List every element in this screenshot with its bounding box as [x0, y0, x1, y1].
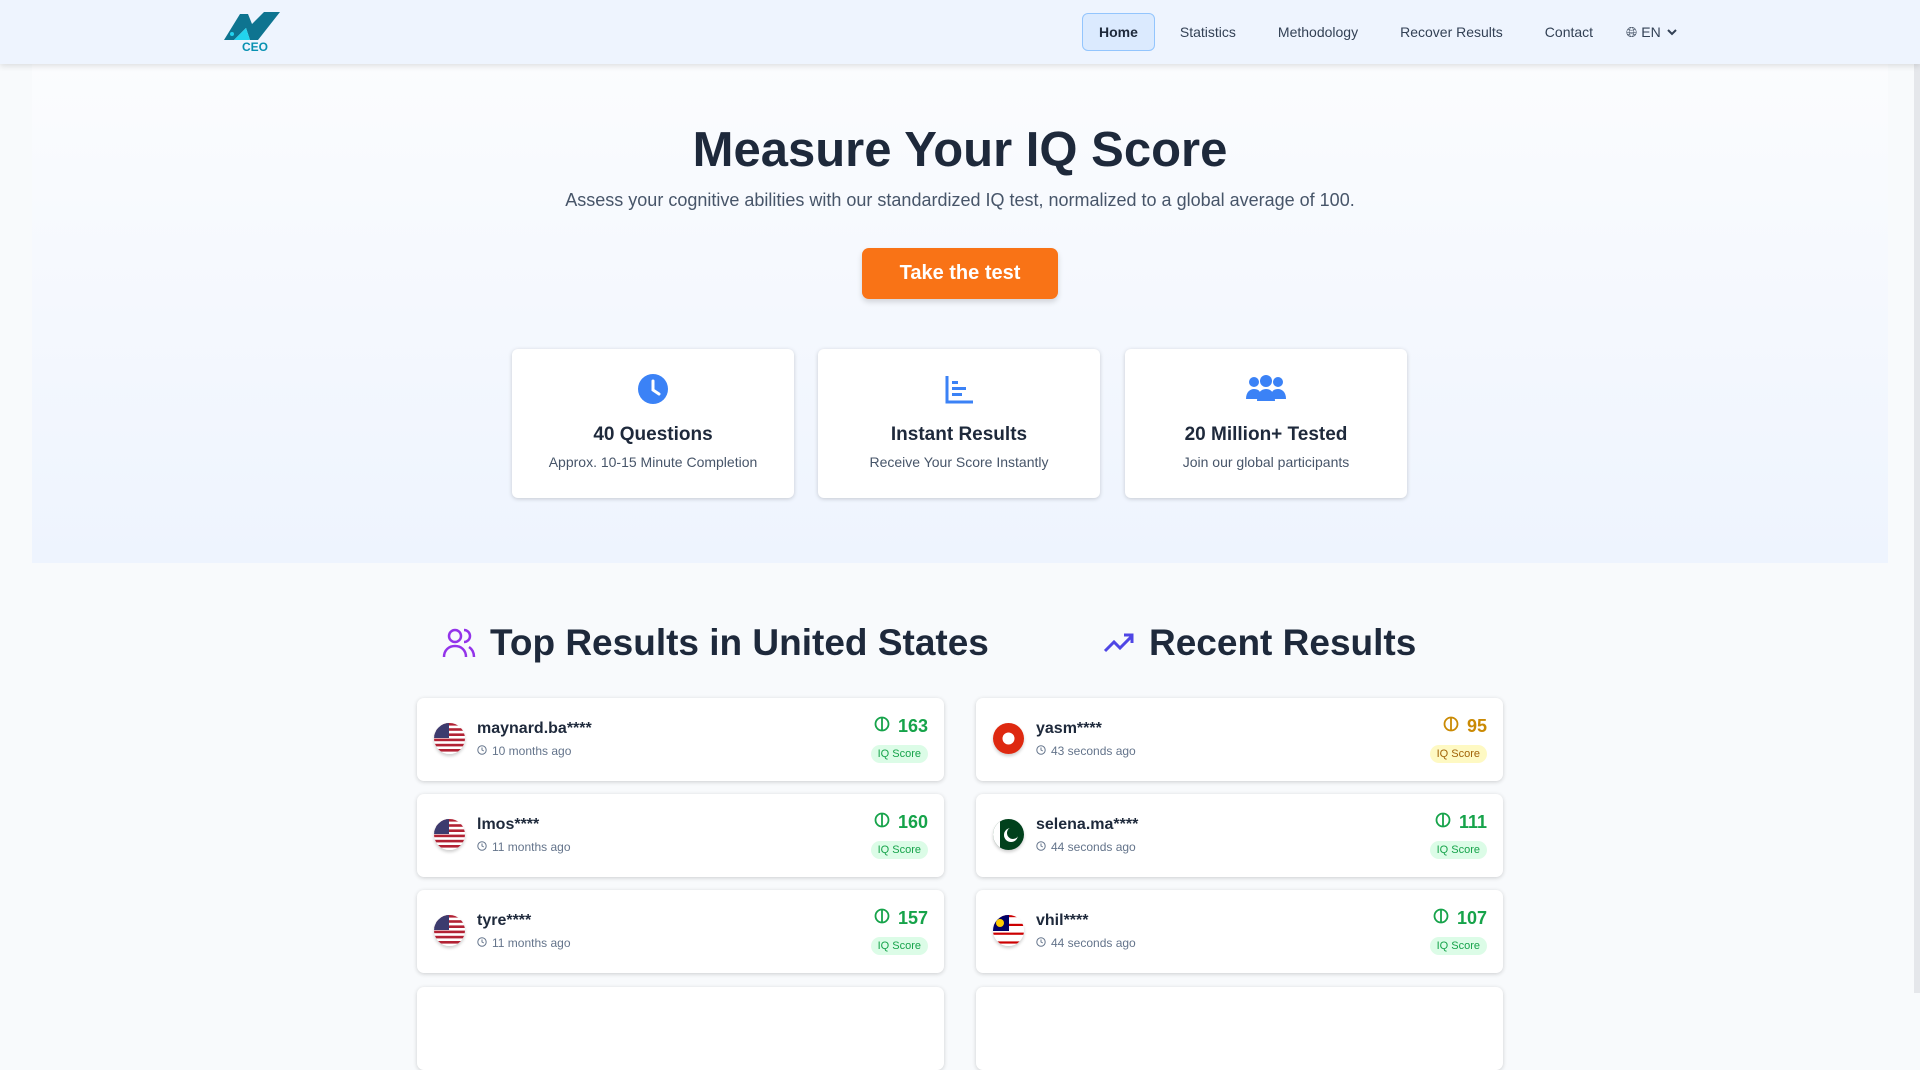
score-value: 160: [897, 812, 928, 832]
timestamp: 43 seconds ago: [1036, 744, 1136, 758]
trending-up-icon: [1103, 633, 1134, 653]
clock-icon: [477, 840, 487, 854]
iq-score-badge: IQ Score: [1429, 937, 1487, 955]
time-text: 10 months ago: [492, 744, 572, 758]
feature-title: Instant Results: [890, 424, 1028, 445]
timestamp: 44 seconds ago: [1036, 840, 1136, 854]
username: lmos****: [477, 816, 540, 833]
timestamp: 10 months ago: [477, 744, 571, 758]
nav-methodology[interactable]: Methodology: [1277, 24, 1359, 40]
result-card[interactable]: tyre**** 11 months ago 157 IQ Score: [417, 890, 944, 973]
time-text: 11 months ago: [492, 840, 571, 854]
result-card[interactable]: lmos**** 11 months ago 160 IQ Score: [417, 794, 944, 877]
scrollbar[interactable]: [1914, 0, 1920, 993]
iq-icon: [1433, 908, 1449, 929]
nav-contact[interactable]: Contact: [1544, 24, 1594, 40]
feature-card: 40 Questions Approx. 10-15 Minute Comple…: [512, 349, 794, 498]
iq-icon: [1435, 812, 1451, 833]
section-title: Recent Results: [1149, 622, 1417, 663]
score-value: 111: [1458, 812, 1487, 832]
score-value: 157: [897, 908, 928, 928]
language-selector[interactable]: 🌐︎ EN: [1618, 14, 1687, 51]
navbar: CEO Home Statistics Methodology Recover …: [0, 0, 1920, 64]
score-value: 95: [1466, 716, 1487, 736]
flag-icon-us: [434, 819, 465, 850]
time-text: 11 months ago: [492, 936, 571, 950]
result-card[interactable]: [417, 987, 944, 1070]
logo-text: CEO: [242, 40, 269, 54]
flag-icon-hk: [993, 723, 1024, 754]
take-test-button[interactable]: Take the test: [862, 248, 1058, 299]
nav-home[interactable]: Home: [1082, 13, 1155, 51]
clock-icon: [1036, 840, 1046, 854]
time-text: 44 seconds ago: [1051, 936, 1136, 950]
iq-score-badge: IQ Score: [1429, 745, 1487, 763]
result-card[interactable]: [976, 987, 1503, 1070]
result-card[interactable]: yasm**** 43 seconds ago 95 IQ Score: [976, 698, 1503, 781]
users-outline-icon: [442, 628, 476, 658]
top-results-heading: Top Results in United States: [442, 622, 989, 664]
iq-score-badge: IQ Score: [870, 745, 928, 763]
result-card[interactable]: vhil**** 44 seconds ago 107 IQ Score: [976, 890, 1503, 973]
iq-icon: [874, 908, 890, 929]
iq-score: 163: [874, 716, 928, 737]
nav-recover-results[interactable]: Recover Results: [1400, 24, 1503, 40]
clock-icon: [477, 744, 487, 758]
score-value: 163: [897, 716, 928, 736]
users-icon: [1246, 375, 1286, 401]
language-label: EN: [1641, 24, 1661, 40]
iq-icon: [874, 812, 890, 833]
flag-icon-us: [434, 723, 465, 754]
iq-score: 157: [874, 908, 928, 929]
iq-score: 95: [1443, 716, 1487, 737]
bar-chart-icon: [945, 376, 973, 404]
feature-desc: Join our global participants: [1182, 454, 1350, 470]
feature-title: 20 Million+ Tested: [1184, 424, 1348, 445]
iq-icon: [874, 716, 890, 737]
clock-icon: [1036, 744, 1046, 758]
hero-subtitle: Assess your cognitive abilities with our…: [565, 190, 1355, 210]
score-value: 107: [1456, 908, 1487, 928]
flag-icon-us: [434, 915, 465, 946]
globe-icon: 🌐︎: [1626, 23, 1638, 40]
section-title: Top Results in United States: [490, 622, 989, 663]
time-text: 43 seconds ago: [1051, 744, 1136, 758]
logo[interactable]: CEO: [222, 10, 282, 56]
iq-score-badge: IQ Score: [870, 937, 928, 955]
iq-score-badge: IQ Score: [1429, 841, 1487, 859]
clock-icon: [1036, 936, 1046, 950]
username: yasm****: [1036, 720, 1102, 737]
iq-score-badge: IQ Score: [870, 841, 928, 859]
feature-card: Instant Results Receive Your Score Insta…: [818, 349, 1100, 498]
iq-score: 107: [1433, 908, 1487, 929]
username: selena.ma****: [1036, 816, 1139, 833]
username: tyre****: [477, 912, 532, 929]
chevron-down-icon: [1666, 29, 1677, 36]
nav-statistics[interactable]: Statistics: [1179, 24, 1236, 40]
time-text: 44 seconds ago: [1051, 840, 1136, 854]
username: maynard.ba****: [477, 720, 592, 737]
flag-icon-pk: [993, 819, 1024, 850]
page-title: Measure Your IQ Score: [692, 123, 1228, 177]
result-card[interactable]: selena.ma**** 44 seconds ago 111 IQ Scor…: [976, 794, 1503, 877]
timestamp: 11 months ago: [477, 840, 571, 854]
clock-icon: [638, 374, 668, 404]
recent-results-heading: Recent Results: [1103, 622, 1416, 664]
timestamp: 44 seconds ago: [1036, 936, 1136, 950]
iq-score: 111: [1435, 812, 1487, 833]
iq-score: 160: [874, 812, 928, 833]
feature-title: 40 Questions: [593, 424, 713, 445]
username: vhil****: [1036, 912, 1089, 929]
result-card[interactable]: maynard.ba**** 10 months ago 163 IQ Scor…: [417, 698, 944, 781]
timestamp: 11 months ago: [477, 936, 571, 950]
feature-card: 20 Million+ Tested Join our global parti…: [1125, 349, 1407, 498]
feature-desc: Receive Your Score Instantly: [869, 454, 1049, 470]
flag-icon-my: [993, 915, 1024, 946]
clock-icon: [477, 936, 487, 950]
iq-icon: [1443, 716, 1459, 737]
feature-desc: Approx. 10-15 Minute Completion: [548, 454, 758, 470]
